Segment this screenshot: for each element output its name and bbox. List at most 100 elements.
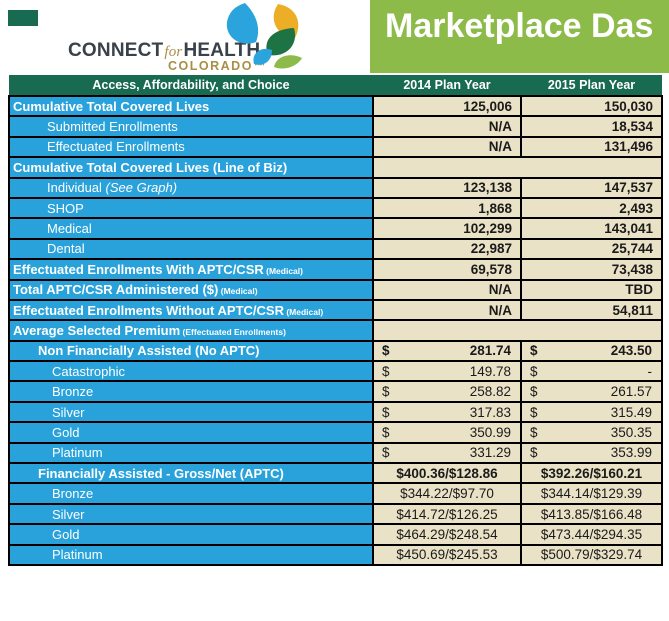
- table-row: SHOP 1,868 2,493: [8, 196, 663, 220]
- value-cell-2015: $500.79/$329.74: [520, 543, 663, 567]
- row-label: Silver: [52, 404, 85, 420]
- value-cell-2014: $331.29: [372, 441, 522, 465]
- table-row: Submitted Enrollments N/A 18,534: [8, 115, 663, 138]
- amount: 261.57: [610, 384, 652, 400]
- accounting-value: $353.99: [523, 445, 660, 460]
- value-cell-2015: 143,041: [520, 217, 663, 240]
- row-label: Gold: [52, 526, 80, 542]
- leaf-cluster-icon: [226, 3, 302, 69]
- table-row: Platinum $450.69/$245.53 $500.79/$329.74: [8, 543, 663, 567]
- value-cell-2014: N/A: [372, 135, 522, 159]
- table-row: Effectuated Enrollments Without APTC/CSR…: [8, 298, 663, 322]
- accounting-value: $315.49: [523, 404, 660, 420]
- value-cell-2015: $315.49: [520, 400, 663, 424]
- row-label-cell: Financially Assisted - Gross/Net (APTC): [8, 462, 374, 485]
- amount: 317.83: [469, 404, 511, 420]
- row-label-italic-note: (See Graph): [101, 180, 178, 196]
- row-label-small-note: (Medical): [283, 306, 324, 317]
- table-row: Average Selected Premium (Effectuated En…: [8, 319, 663, 342]
- table-body: Cumulative Total Covered Lives 125,006 150…: [8, 94, 663, 567]
- value-cell-2014: 1,868: [372, 196, 522, 220]
- accounting-value: $331.29: [375, 445, 519, 461]
- amount: 315.49: [610, 404, 652, 420]
- table-row: Financially Assisted - Gross/Net (APTC) $…: [8, 462, 663, 485]
- row-label-cell: Effectuated Enrollments With APTC/CSR (M…: [8, 258, 374, 281]
- row-label-cell: Average Selected Premium (Effectuated En…: [8, 319, 374, 342]
- dashboard-title-banner: Marketplace Das: [370, 0, 669, 73]
- value-cell-2015: 73,438: [520, 258, 663, 281]
- currency-symbol: $: [382, 384, 390, 400]
- value-cell-2014: $281.74: [372, 339, 522, 363]
- accounting-value: $317.83: [375, 404, 519, 420]
- row-label: Bronze: [52, 486, 94, 502]
- row-label-cell: Platinum: [8, 441, 374, 465]
- currency-symbol: $: [382, 363, 390, 379]
- currency-symbol: $: [382, 343, 390, 359]
- row-label: Bronze: [52, 384, 94, 400]
- currency-symbol: $: [530, 343, 538, 359]
- value-cell-2015: TBD: [520, 278, 663, 301]
- amount: 350.99: [469, 424, 511, 440]
- row-label-cell: Gold: [8, 523, 374, 546]
- row-label-cell: Non Financially Assisted (No APTC): [8, 339, 374, 363]
- value-cell-2014: 102,299: [372, 217, 522, 240]
- row-label-cell: Silver: [8, 400, 374, 424]
- value-cell-2014: $149.78: [372, 360, 522, 383]
- value-cell-2015: 54,811: [520, 298, 663, 322]
- row-label-small-note: (Medical): [218, 286, 258, 297]
- accounting-value: $281.74: [375, 343, 519, 359]
- value-cell-2015: 150,030: [520, 94, 663, 118]
- row-label: Non Financially Assisted (No APTC): [38, 343, 260, 359]
- value-cell-2014: 22,987: [372, 237, 522, 261]
- row-label-cell: Medical: [8, 217, 374, 240]
- row-label: Platinum: [52, 445, 103, 461]
- value-cell-2015: $350.35: [520, 421, 663, 444]
- value-cell-2014: $400.36/$128.86: [372, 462, 522, 485]
- value-cell-2014: $450.69/$245.53: [372, 543, 522, 567]
- value-cell-2015: $344.14/$129.39: [520, 482, 663, 505]
- table-row: Platinum $331.29 $353.99: [8, 441, 663, 465]
- value-cell-2015: 18,534: [520, 115, 663, 138]
- row-label: Average Selected Premium: [13, 322, 181, 338]
- row-label-cell: Total APTC/CSR Administered ($) (Medical…: [8, 278, 374, 301]
- row-label-cell: Submitted Enrollments: [8, 115, 374, 138]
- table-row: Bronze $344.22/$97.70 $344.14/$129.39: [8, 482, 663, 505]
- header-2015-plan-year: 2015 Plan Year: [521, 75, 662, 96]
- row-label: Silver: [52, 506, 85, 522]
- corner-accent-rect: [8, 10, 38, 26]
- row-blank-value-cell: [372, 319, 663, 342]
- row-label-cell: Catastrophic: [8, 360, 374, 383]
- value-cell-2015: $473.44/$294.35: [520, 523, 663, 546]
- amount: -: [647, 363, 653, 379]
- row-label-cell: Individual (See Graph): [8, 176, 374, 199]
- accounting-value: $350.99: [375, 424, 519, 440]
- accounting-value: $258.82: [375, 384, 519, 400]
- table-row: Cumulative Total Covered Lives 125,006 150…: [8, 94, 663, 118]
- value-cell-2014: N/A: [372, 298, 522, 322]
- amount: 331.29: [469, 445, 511, 461]
- row-label-small-note: (Effectuated Enrollments): [180, 326, 286, 337]
- value-cell-2015: $353.99: [520, 441, 663, 465]
- value-cell-2014: 125,006: [372, 94, 522, 118]
- accounting-value: $350.35: [523, 424, 660, 440]
- value-cell-2015: $ -: [520, 360, 663, 383]
- currency-symbol: $: [382, 404, 390, 420]
- accounting-value: $149.78: [375, 363, 519, 379]
- row-label: Financially Assisted - Gross/Net (APTC): [38, 465, 284, 481]
- table-row: Non Financially Assisted (No APTC) $281.7…: [8, 339, 663, 363]
- amount: 350.35: [610, 424, 652, 440]
- amount: 281.74: [469, 343, 511, 359]
- currency-symbol: $: [382, 424, 390, 440]
- accounting-value: $ -: [523, 363, 660, 379]
- row-label: Platinum: [52, 547, 103, 563]
- table-header-row: Access, Affordability, and Choice 2014 P…: [9, 75, 662, 96]
- row-label-cell: Silver: [8, 502, 374, 526]
- currency-symbol: $: [530, 363, 538, 379]
- connect-for-health-colorado-logo: CONNECTforHEALTH COLORADO™: [64, 0, 314, 74]
- row-label-cell: Gold: [8, 421, 374, 444]
- amount: 243.50: [610, 343, 652, 359]
- row-label-cell: Cumulative Total Covered Lives (Line of …: [8, 156, 374, 179]
- value-cell-2014: $258.82: [372, 380, 522, 403]
- row-label-cell: Bronze: [8, 380, 374, 403]
